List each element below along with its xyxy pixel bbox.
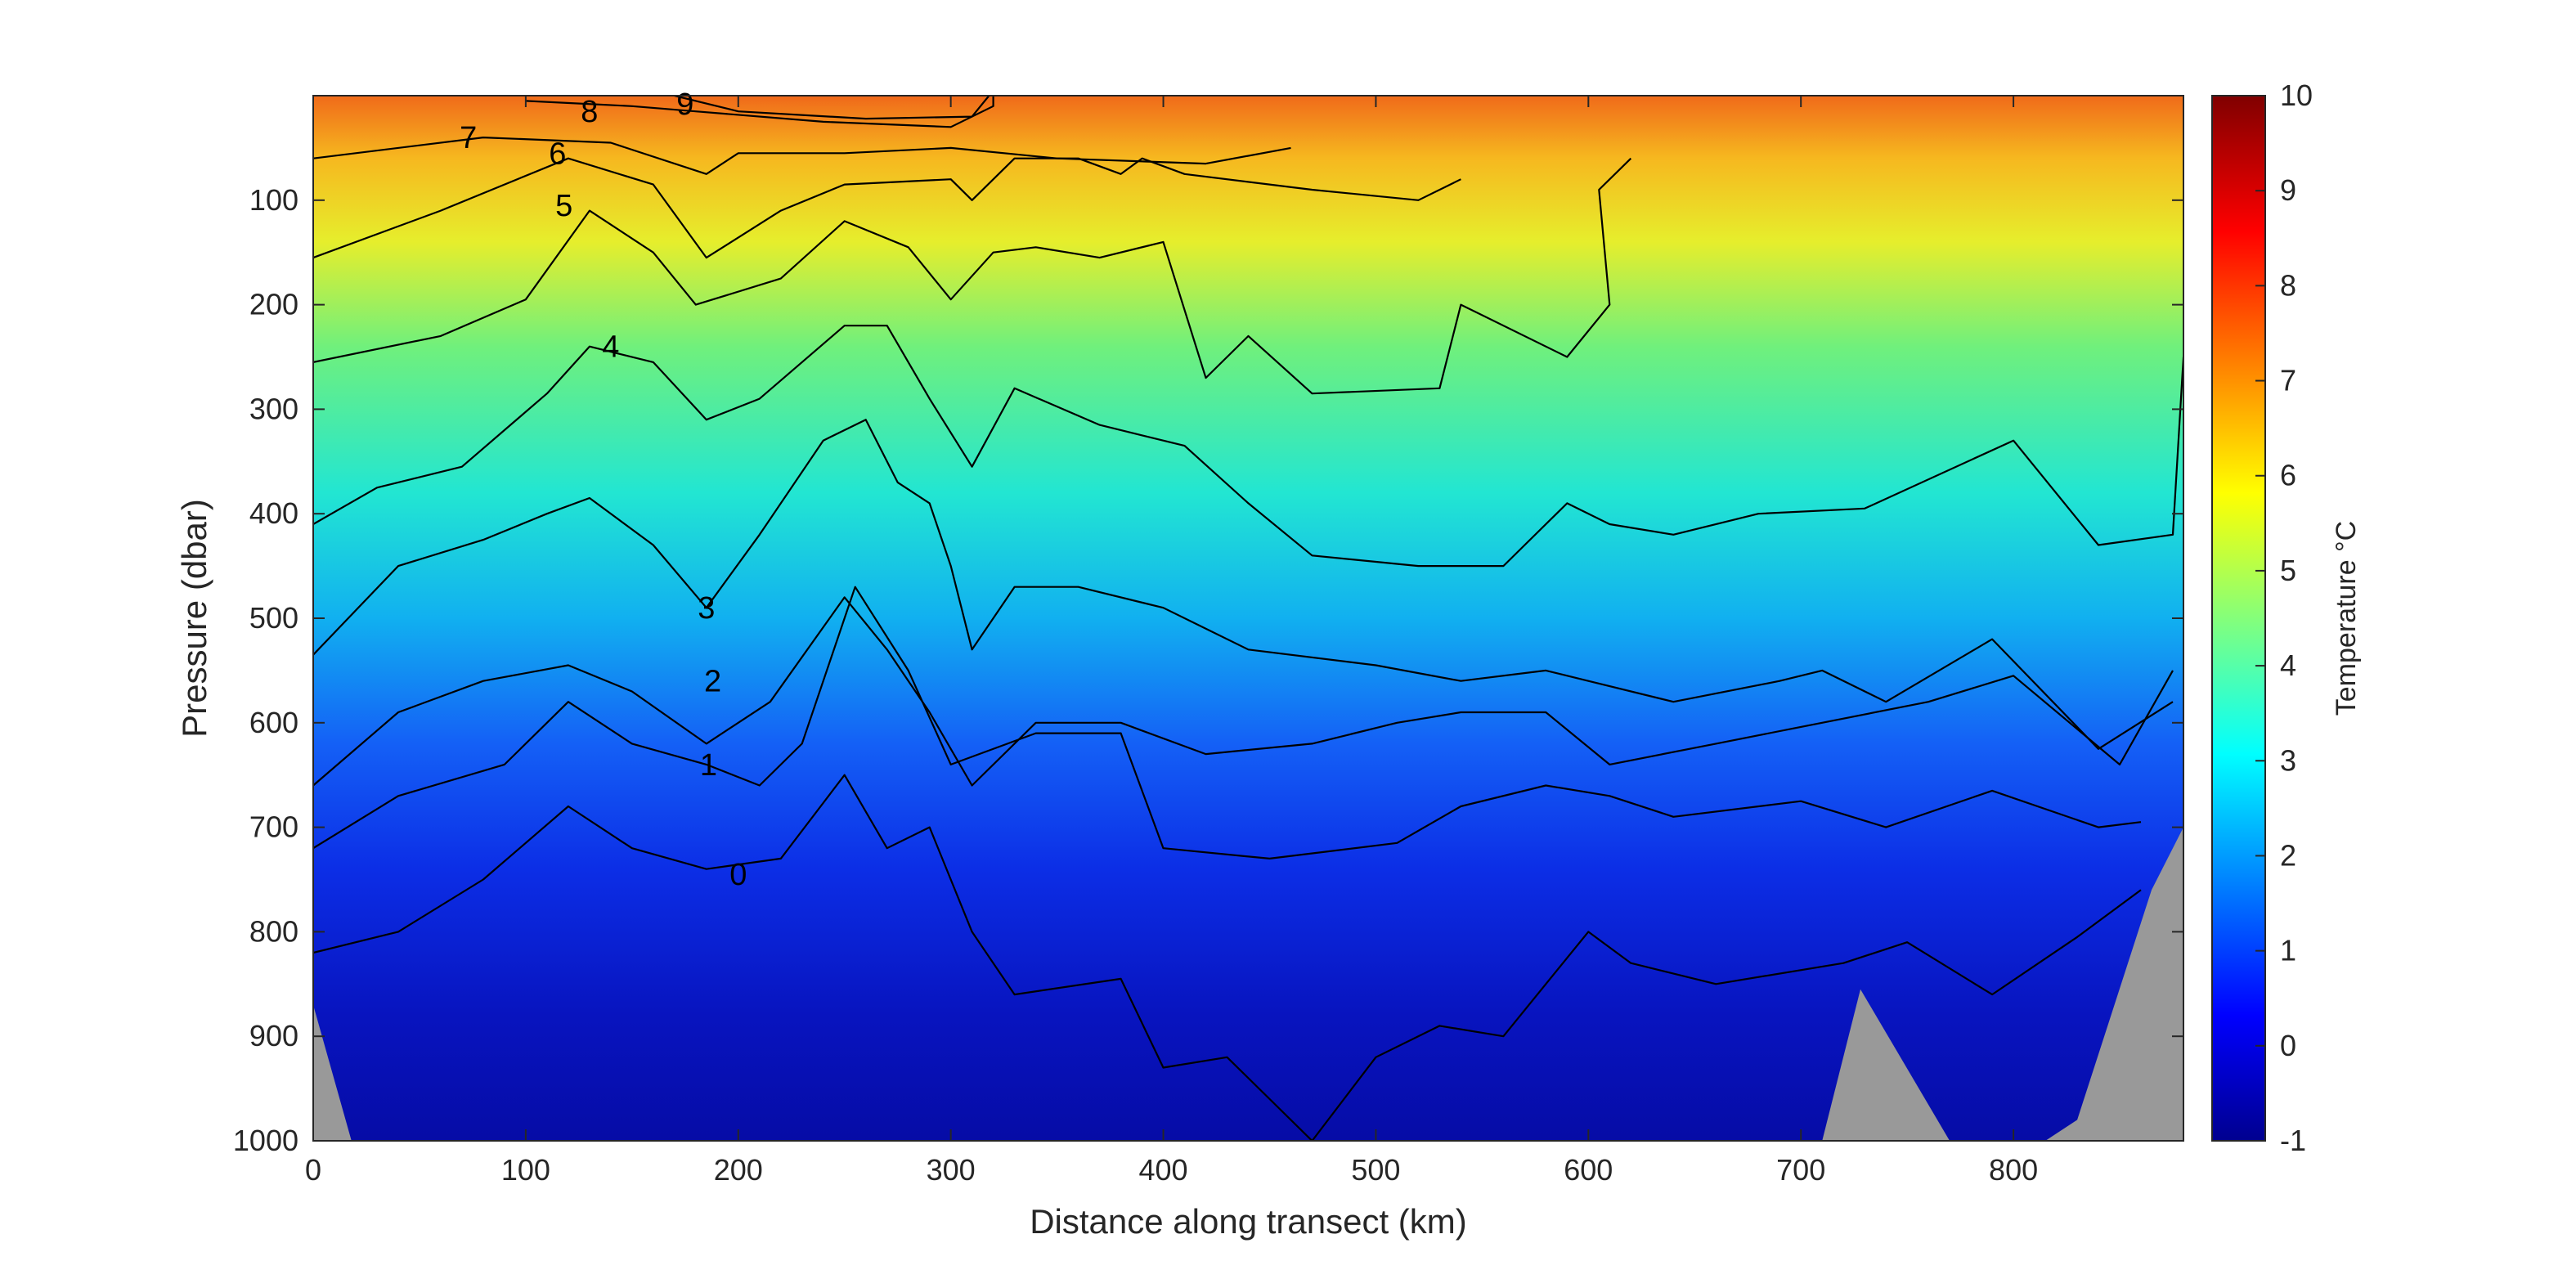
x-tick-label: 300: [927, 1153, 976, 1187]
contour-label-2: 2: [704, 665, 721, 699]
warm-surface-core: [445, 96, 1244, 153]
colorbar-scale: [2211, 95, 2266, 1142]
contour-label-8: 8: [581, 95, 598, 129]
colorbar-tick-label: 4: [2280, 648, 2296, 682]
contour-line-2: [313, 596, 2174, 787]
contour-line-1: [313, 586, 2142, 859]
seafloor-mask-1: [313, 1004, 352, 1141]
contour-line-4: [313, 325, 2183, 568]
y-tick-label: 700: [249, 810, 298, 844]
axes: 0 100 200 300 400 500 600 700 800 100 200 300 400 500…: [175, 95, 2184, 1241]
seafloor-mask-2: [1822, 989, 1950, 1141]
x-tick-label: 800: [1989, 1153, 2038, 1187]
temperature-field: [313, 96, 2183, 1141]
contour-line-8: [525, 96, 994, 128]
contour-label-7: 7: [460, 121, 477, 155]
contour-line-7: [313, 137, 1291, 175]
y-tick-label: 500: [249, 601, 298, 635]
colorbar-tick-label: 1: [2280, 934, 2296, 967]
colorbar-tick-label: 9: [2280, 173, 2296, 207]
x-tick-label: 700: [1776, 1153, 1825, 1187]
colorbar-title: Temperature °C: [2331, 521, 2362, 716]
x-tick-label: 200: [714, 1153, 763, 1187]
contour-line-6: [313, 157, 1461, 259]
x-tick-label: 0: [305, 1153, 321, 1187]
x-tick-label: 400: [1139, 1153, 1188, 1187]
colorbar-tick-label: 3: [2280, 743, 2296, 777]
contour-label-3: 3: [698, 591, 715, 626]
colorbar-tick-label: 10: [2280, 79, 2313, 112]
y-tick-label: 200: [249, 288, 298, 321]
x-tick-label: 600: [1564, 1153, 1613, 1187]
colorbar-tick-label: -1: [2280, 1124, 2306, 1157]
contour-label-6: 6: [549, 137, 566, 171]
x-axis-title: Distance along transect (km): [1030, 1202, 1467, 1241]
contour-line-9: [674, 96, 990, 120]
y-tick-label: 600: [249, 706, 298, 739]
contour-label-1: 1: [700, 748, 717, 783]
colorbar: -1 0 1 2 3 4 5 6 7 8 9 10 Temperature °C: [2211, 79, 2362, 1157]
contour-label-4: 4: [602, 330, 619, 365]
colorbar-tick-label: 6: [2280, 459, 2296, 492]
colorbar-tick-label: 8: [2280, 268, 2296, 302]
seafloor-mask-3: [2045, 827, 2183, 1141]
colorbar-tick-label: 0: [2280, 1029, 2296, 1062]
y-tick-label: 1000: [233, 1124, 298, 1157]
colorbar-tick-label: 5: [2280, 554, 2296, 587]
y-tick-label: 900: [249, 1019, 298, 1052]
contour-line-0: [313, 774, 2142, 1141]
axes-overlay: 9 8 7 6 5 4 3 2 1 0: [460, 88, 747, 892]
colorbar-tick-label: 7: [2280, 364, 2296, 397]
y-tick-label: 800: [249, 914, 298, 948]
x-tick-label: 500: [1351, 1153, 1400, 1187]
contour-label-0: 0: [729, 858, 747, 892]
contour-label-5: 5: [555, 189, 572, 223]
y-tick-label: 100: [249, 183, 298, 217]
colorbar-tick-label: 2: [2280, 838, 2296, 872]
y-tick-label: 400: [249, 496, 298, 530]
plot-area: [313, 96, 2183, 1141]
y-axis-title: Pressure (dbar): [175, 499, 213, 738]
contour-label-9: 9: [676, 88, 693, 122]
contour-line-5: [313, 157, 1632, 395]
x-tick-label: 100: [501, 1153, 550, 1187]
y-tick-label: 300: [249, 392, 298, 425]
contour-line-3: [313, 419, 2174, 750]
